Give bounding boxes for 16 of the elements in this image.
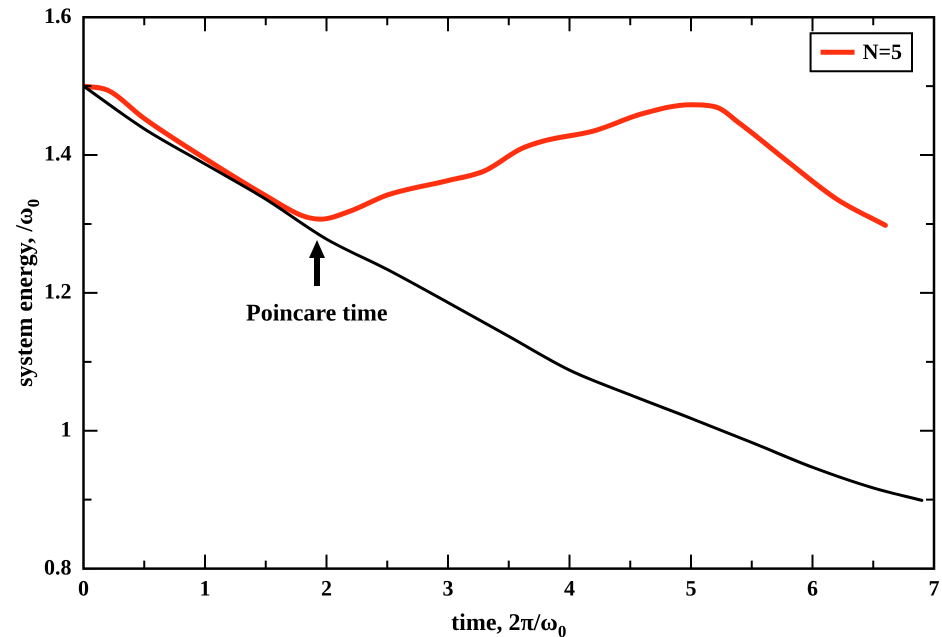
y-tick-label: 0.8 bbox=[44, 554, 72, 580]
x-tick-label: 6 bbox=[807, 575, 818, 600]
y-axis-title: system energy, /ω0 bbox=[12, 198, 44, 387]
x-tick-label: 0 bbox=[78, 575, 89, 600]
annotation: Poincare time bbox=[246, 300, 388, 326]
x-tick-label: 7 bbox=[928, 575, 940, 600]
y-tick-label: 1 bbox=[60, 416, 72, 442]
y-tick-label: 1.2 bbox=[44, 278, 72, 304]
x-tick-label: 5 bbox=[686, 575, 696, 600]
x-tick-label: 4 bbox=[564, 575, 575, 600]
y-tick-label: 1.4 bbox=[44, 140, 72, 166]
y-tick-label: 1.6 bbox=[44, 2, 72, 28]
x-tick-label: 3 bbox=[442, 575, 454, 600]
x-tick-label: 1 bbox=[200, 575, 210, 600]
legend-label: N=5 bbox=[862, 38, 902, 64]
x-tick-label: 2 bbox=[321, 575, 332, 600]
